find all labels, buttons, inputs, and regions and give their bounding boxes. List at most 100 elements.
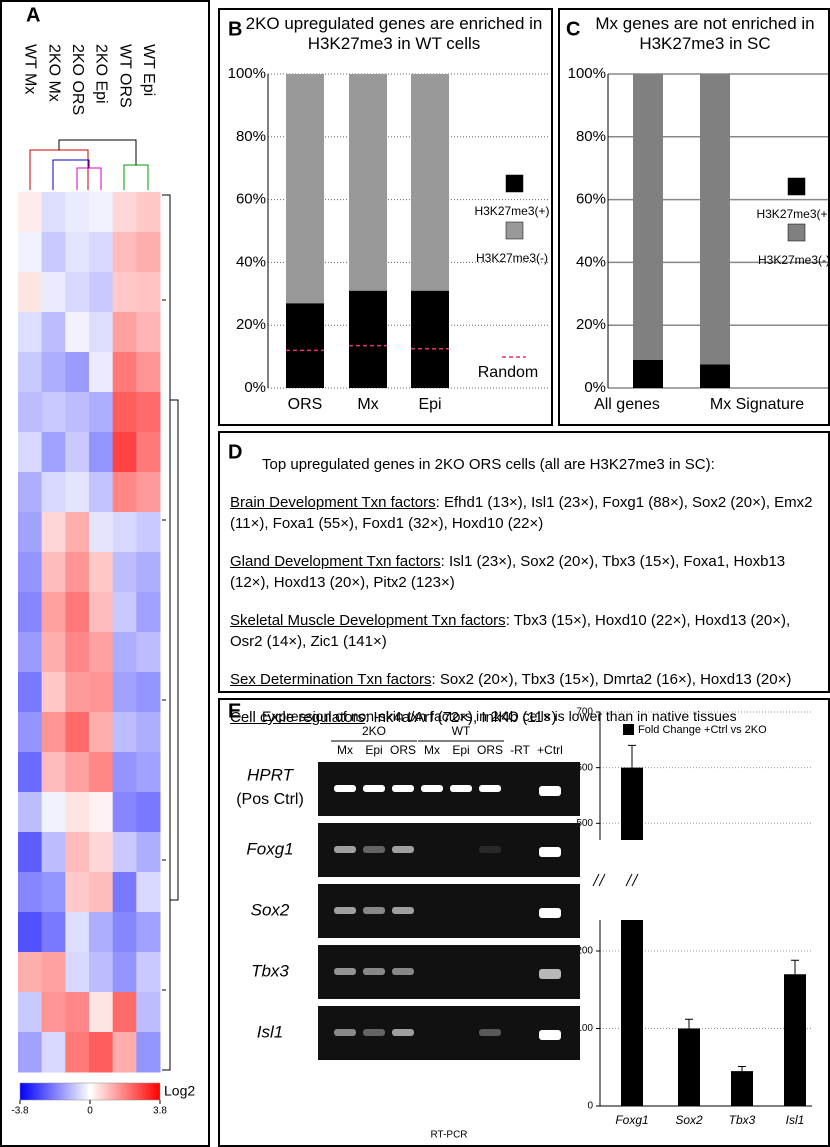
gene-list-item: Skeletal Muscle Development Txn factors:… (230, 610, 822, 652)
heatmap-cell (18, 552, 42, 593)
x-tick-label: Tbx3 (729, 1113, 756, 1127)
gel-band (539, 908, 561, 918)
y-tick-label: 40% (576, 253, 606, 270)
heatmap-cell (89, 792, 113, 833)
heatmap-cell (136, 512, 160, 553)
chart-title: Mx genes are not enriched in H3K27me3 in… (580, 14, 830, 54)
row-dendrogram (162, 195, 178, 1070)
heatmap-cell (42, 1032, 66, 1073)
error-bar (685, 1019, 693, 1028)
gel-band (539, 786, 561, 796)
heatmap-cell (89, 192, 113, 233)
column-label: WT Epi (140, 44, 157, 96)
heatmap-cell (18, 312, 42, 353)
bar (784, 974, 806, 1106)
heatmap-cell (113, 1032, 137, 1073)
heatmap-cell (89, 632, 113, 673)
heatmap-cell (65, 912, 89, 953)
heatmap-cell (89, 832, 113, 873)
bar (731, 1071, 753, 1106)
bar-segment (700, 74, 730, 364)
gel-row-sublabel: (Pos Ctrl) (236, 791, 304, 808)
legend-swatch (506, 175, 523, 192)
heatmap-cell (113, 992, 137, 1033)
heatmap-cell (42, 352, 66, 393)
heatmap-cell (18, 632, 42, 673)
heatmap-cell (65, 752, 89, 793)
gel-row-label: Sox2 (251, 900, 290, 919)
error-bar (738, 1066, 746, 1071)
gel-band (392, 846, 414, 853)
heatmap-cell (65, 512, 89, 553)
axis-break (593, 874, 599, 886)
gel-band (334, 846, 356, 853)
heatmap-cell (42, 712, 66, 753)
heatmap-cell (65, 792, 89, 833)
heatmap-cell (65, 392, 89, 433)
heatmap-cell (42, 752, 66, 793)
x-tick-label: All genes (594, 396, 660, 413)
y-tick-label: 20% (576, 316, 606, 333)
legend-label: H3K27me3(-) (758, 253, 830, 267)
heatmap-cell (89, 752, 113, 793)
gel-band (334, 1029, 356, 1036)
heatmap-cell (113, 912, 137, 953)
heatmap-cell (65, 552, 89, 593)
y-tick-label: 20% (236, 316, 266, 333)
heatmap-cell (113, 512, 137, 553)
heatmap-cell (136, 632, 160, 673)
lane-label: -RT (510, 743, 530, 757)
legend-swatch (788, 224, 805, 241)
gel-band (539, 847, 561, 857)
lane-label: Mx (424, 743, 440, 757)
gel-row-label: Tbx3 (251, 961, 289, 980)
heatmap-cell (113, 872, 137, 913)
gel-band (334, 785, 356, 792)
heatmap-cell (65, 432, 89, 473)
heatmap-cell (136, 672, 160, 713)
heatmap-cell (42, 632, 66, 673)
heatmap-cell (136, 232, 160, 273)
heatmap-cell (89, 912, 113, 953)
heatmap-cell (42, 512, 66, 553)
heatmap-cell (113, 952, 137, 993)
heatmap-cell (42, 592, 66, 633)
heatmap-cell (18, 712, 42, 753)
heatmap-cell (65, 312, 89, 353)
legend-label: H3K27me3(+) (474, 204, 549, 218)
heatmap-cell (18, 752, 42, 793)
gene-list-item: Cell cycle regulators: Ink4a/Arf (72×), … (230, 707, 822, 728)
heatmap-cell (89, 872, 113, 913)
legend-label: H3K27me3(+) (756, 207, 830, 221)
y-tick-label: 100% (568, 65, 606, 82)
heatmap-cell (136, 872, 160, 913)
heatmap-cell (136, 312, 160, 353)
panel-letter: D (228, 441, 242, 463)
x-tick-label: Epi (418, 396, 441, 413)
bar-segment (349, 74, 387, 291)
x-tick-label: ORS (288, 396, 323, 413)
bar (621, 768, 643, 840)
colorbar-label: Log2 (164, 1083, 195, 1099)
heatmap-cell (42, 992, 66, 1033)
axis-break (632, 874, 638, 886)
heatmap-cell (42, 272, 66, 313)
heatmap-cell (42, 792, 66, 833)
heatmap-cell (113, 272, 137, 313)
y-tick-label: 100% (228, 65, 266, 82)
heatmap-cell (18, 352, 42, 393)
heatmap-cell (65, 472, 89, 513)
error-bar (791, 960, 799, 974)
heatmap-cell (65, 232, 89, 273)
heatmap-cell (136, 432, 160, 473)
lane-label: Mx (337, 743, 353, 757)
x-tick-label: Sox2 (675, 1113, 703, 1127)
bar-segment (349, 291, 387, 388)
heatmap-cell (65, 712, 89, 753)
y-tick-label: 60% (236, 191, 266, 208)
heatmap-cell (113, 632, 137, 673)
heatmap-cell (136, 832, 160, 873)
legend-swatch (788, 178, 805, 195)
heatmap-cell (113, 232, 137, 273)
bar-segment (411, 74, 449, 291)
